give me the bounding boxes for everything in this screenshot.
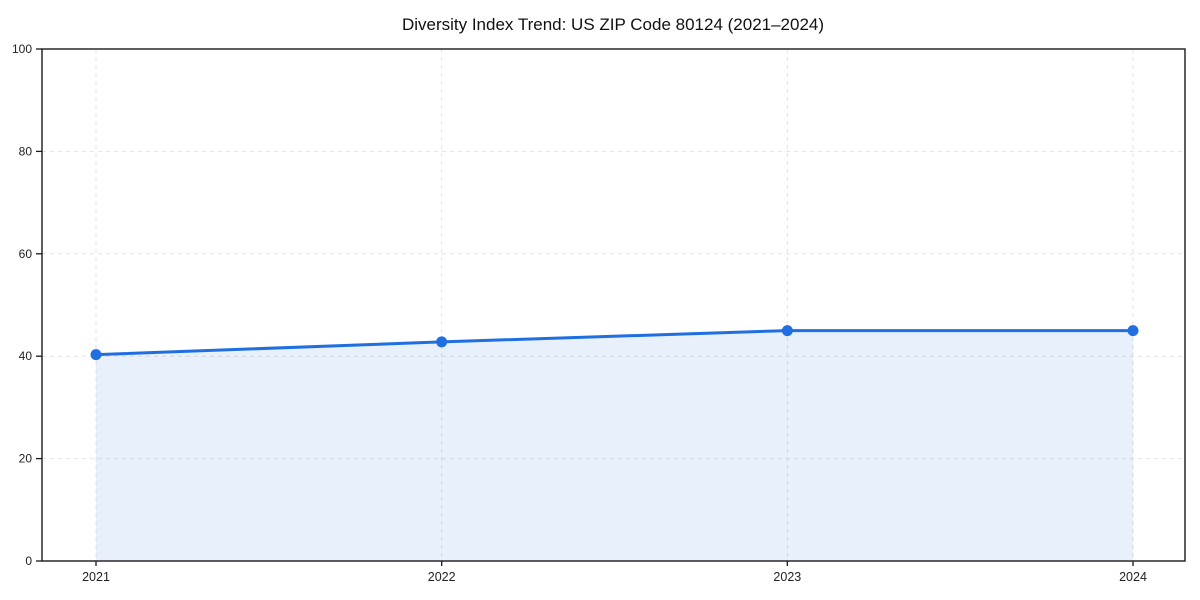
axes-frame [41,48,1186,562]
data-point-2021 [90,349,102,361]
chart-title: Diversity Index Trend: US ZIP Code 80124… [402,15,824,34]
plot-frame [41,48,1186,562]
axis-ticks [36,48,1134,566]
area-under-line [96,330,1133,561]
x-tick-label: 2021 [82,570,110,584]
y-tick-label: 40 [19,349,33,363]
y-tick-label: 20 [19,452,33,466]
trend-line [94,329,1135,357]
trend-polyline [94,329,1135,357]
x-axis-labels: 2021 2022 2023 2024 [82,570,1147,584]
x-tick-label: 2024 [1119,570,1147,584]
area-fill [96,330,1133,561]
y-tick-label: 80 [19,144,33,158]
data-point-2022 [436,336,448,348]
data-point-2024 [1127,325,1139,337]
gridlines [42,49,1185,561]
y-tick-label: 60 [19,247,33,261]
y-axis-labels: 0 20 40 60 80 100 [12,42,32,568]
x-tick-label: 2022 [428,570,456,584]
x-tick-label: 2023 [773,570,801,584]
data-point-2023 [781,325,793,337]
data-points [90,325,1139,361]
y-tick-label: 100 [12,42,32,56]
y-tick-label: 0 [25,554,32,568]
